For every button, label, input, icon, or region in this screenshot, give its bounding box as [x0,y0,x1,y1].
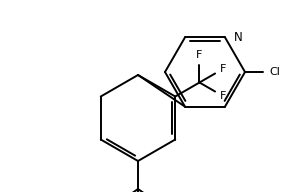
Text: N: N [234,31,243,44]
Text: Cl: Cl [269,67,280,77]
Text: F: F [196,50,203,60]
Text: F: F [220,64,226,74]
Text: F: F [220,91,226,101]
